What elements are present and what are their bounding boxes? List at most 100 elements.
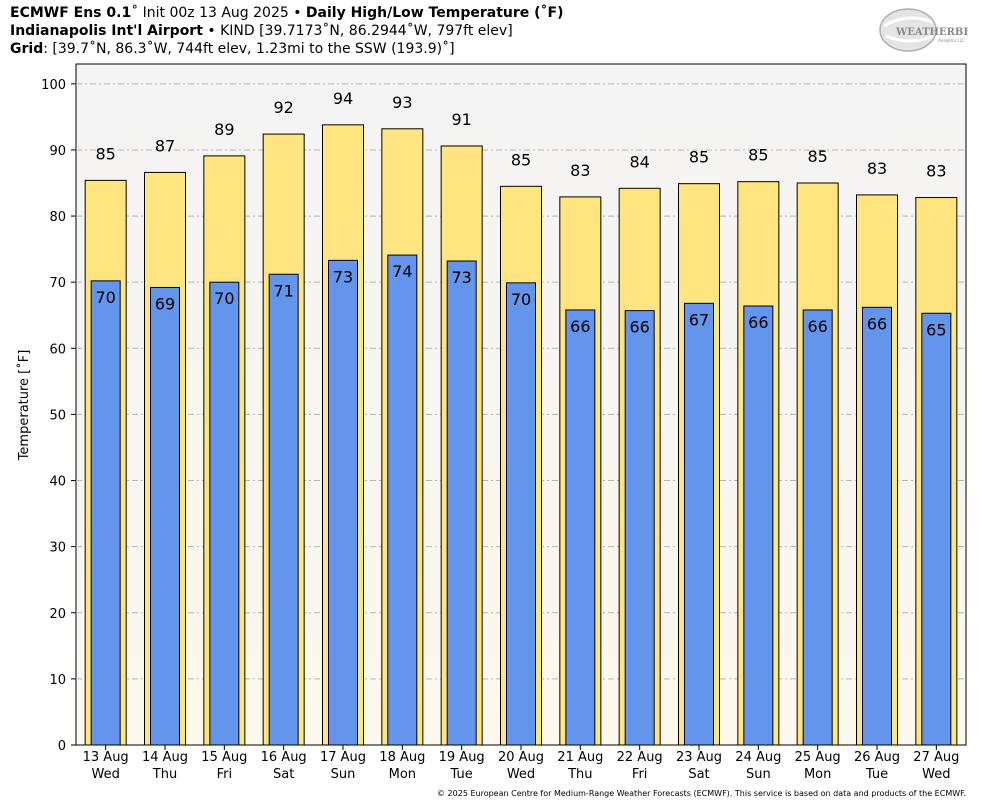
- x-tick-date: 20 Aug: [498, 750, 544, 765]
- x-tick-day: Mon: [389, 767, 416, 782]
- x-tick-day: Mon: [804, 767, 831, 782]
- high-temp-label: 85: [807, 147, 827, 166]
- x-tick-day: Thu: [567, 767, 592, 782]
- logo-subtext: Analytics LLC: [938, 38, 965, 43]
- low-temp-label: 65: [926, 320, 946, 339]
- low-temp-label: 66: [807, 317, 827, 336]
- low-temp-bar: [328, 259, 358, 746]
- x-tick-day: Fri: [632, 767, 648, 782]
- high-temp-label: 85: [511, 150, 531, 169]
- y-tick-label: 60: [49, 342, 66, 357]
- bar-series: 85 70 87 69 89 70 92 71 94 73 93 74 91 73 85 70 83 66 84 66…: [84, 89, 958, 746]
- logo-text: WEATHERBELL: [895, 27, 968, 38]
- low-temp-label: 66: [629, 318, 649, 337]
- low-temp-label: 69: [155, 294, 175, 313]
- y-tick-label: 80: [49, 210, 66, 225]
- x-tick-date: 18 Aug: [379, 750, 425, 765]
- x-tick-day: Tue: [865, 767, 888, 782]
- high-temp-label: 84: [629, 152, 649, 171]
- low-temp-label: 70: [95, 288, 115, 307]
- x-tick-day: Sat: [273, 767, 294, 782]
- x-tick-date: 13 Aug: [83, 750, 129, 765]
- grid-label: Grid: [10, 41, 44, 57]
- x-tick-day: Sun: [746, 767, 771, 782]
- y-axis-ticks: 0 10 20 30 40 50 60 70 80 90 100: [41, 78, 76, 754]
- x-tick-date: 21 Aug: [557, 750, 603, 765]
- high-temp-label: 94: [333, 89, 353, 108]
- high-temp-label: 93: [392, 93, 412, 112]
- low-temp-bar: [150, 286, 180, 746]
- y-tick-label: 0: [58, 739, 66, 754]
- low-temp-bar: [802, 309, 833, 746]
- low-temp-bar: [209, 281, 240, 746]
- high-temp-label: 87: [155, 136, 175, 155]
- low-temp-bar: [743, 305, 774, 746]
- x-tick-day: Wed: [922, 767, 950, 782]
- x-axis-ticks: 13 Aug Wed 14 Aug Thu 15 Aug Fri 16 Aug Sat 17 A…: [83, 745, 959, 782]
- high-temp-label: 83: [867, 159, 887, 178]
- low-temp-bar: [506, 282, 536, 746]
- x-tick-date: 26 Aug: [854, 750, 900, 765]
- y-tick-label: 30: [49, 541, 66, 556]
- station-details: • KIND [39.7173˚N, 86.2944˚W, 797ft elev…: [202, 23, 513, 39]
- high-temp-label: 89: [214, 120, 234, 139]
- x-tick-date: 27 Aug: [913, 750, 959, 765]
- high-temp-label: 92: [273, 98, 293, 117]
- copyright-footer: © 2025 European Centre for Medium-Range …: [437, 789, 966, 798]
- low-temp-label: 74: [392, 262, 412, 281]
- low-temp-label: 70: [214, 289, 234, 308]
- low-temp-bar: [684, 302, 714, 746]
- y-tick-label: 100: [41, 78, 66, 93]
- low-temp-label: 66: [570, 317, 590, 336]
- header-line-1: ECMWF Ens 0.1˚ Init 00z 13 Aug 2025 • Da…: [10, 4, 564, 22]
- x-tick-day: Wed: [91, 767, 119, 782]
- high-temp-label: 91: [451, 110, 471, 129]
- low-temp-label: 71: [273, 281, 293, 300]
- x-tick-day: Tue: [450, 767, 473, 782]
- x-tick-day: Sat: [688, 767, 709, 782]
- y-tick-label: 10: [49, 673, 66, 688]
- high-temp-label: 85: [748, 146, 768, 165]
- x-tick-date: 14 Aug: [142, 750, 188, 765]
- x-tick-date: 19 Aug: [439, 750, 485, 765]
- y-tick-label: 40: [49, 475, 66, 490]
- weatherbell-logo: WEATHERBELL Analytics LLC: [879, 8, 968, 52]
- x-tick-date: 17 Aug: [320, 750, 366, 765]
- low-temp-bar: [387, 254, 418, 746]
- low-temp-label: 73: [451, 268, 471, 287]
- station-name: Indianapolis Int'l Airport: [10, 23, 203, 39]
- y-tick-label: 70: [49, 276, 66, 291]
- header-line-2: Indianapolis Int'l Airport • KIND [39.71…: [10, 22, 564, 40]
- x-tick-date: 24 Aug: [735, 750, 781, 765]
- init-time: Init 00z 13 Aug 2025 •: [138, 5, 306, 21]
- x-tick-day: Sun: [331, 767, 356, 782]
- x-tick-date: 15 Aug: [201, 750, 247, 765]
- low-temp-bar: [90, 280, 121, 746]
- high-temp-label: 83: [926, 162, 946, 181]
- low-temp-label: 70: [511, 290, 531, 309]
- header-line-3: Grid: [39.7˚N, 86.3˚W, 744ft elev, 1.23m…: [10, 40, 564, 58]
- x-tick-date: 23 Aug: [676, 750, 722, 765]
- chart-title: Daily High/Low Temperature (˚F): [305, 5, 564, 21]
- x-tick-day: Wed: [507, 767, 535, 782]
- model-name: ECMWF Ens 0.1: [10, 5, 132, 21]
- low-temp-label: 66: [748, 313, 768, 332]
- x-tick-day: Fri: [217, 767, 233, 782]
- y-axis-label: Temperature [˚F]: [16, 350, 32, 462]
- high-temp-label: 85: [95, 144, 115, 163]
- low-temp-label: 67: [689, 310, 709, 329]
- grid-details: : [39.7˚N, 86.3˚W, 744ft elev, 1.23mi to…: [43, 41, 455, 57]
- y-tick-label: 50: [49, 408, 66, 423]
- low-temp-bar: [268, 273, 299, 746]
- low-temp-bar: [862, 306, 892, 746]
- y-tick-label: 90: [49, 144, 66, 159]
- chart-header: ECMWF Ens 0.1˚ Init 00z 13 Aug 2025 • Da…: [10, 4, 564, 58]
- degree-mark: ˚: [131, 5, 139, 21]
- high-temp-label: 83: [570, 161, 590, 180]
- x-tick-date: 16 Aug: [261, 750, 307, 765]
- low-temp-bar: [446, 260, 477, 746]
- low-temp-bar: [624, 310, 655, 746]
- x-tick-date: 22 Aug: [617, 750, 663, 765]
- low-temp-label: 66: [867, 314, 887, 333]
